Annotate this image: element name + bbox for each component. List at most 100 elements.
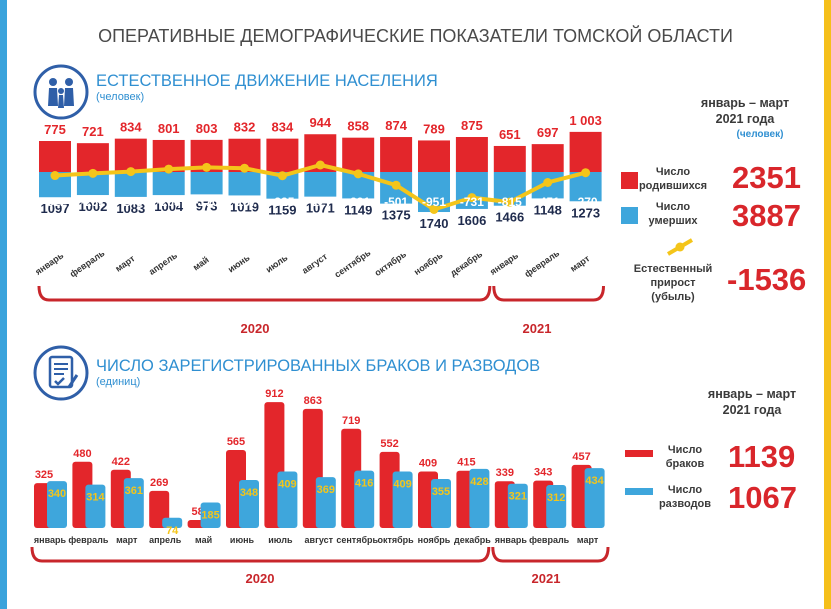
growth-point [353,169,363,179]
divorces-value-label: 348 [240,487,258,499]
deaths-legend-label-2: умерших [648,215,698,227]
births-bar [380,137,413,172]
section2-period-line2: 2021 года [722,403,782,417]
births-value-label: 874 [385,118,407,133]
growth-value-label: -270 [574,195,598,209]
growth-legend-label-1: Естественный [633,263,713,275]
month-tick-label: январь [34,535,67,545]
month-tick-label: апрель [149,535,182,545]
marriages-total: 1139 [728,439,796,474]
deaths-bar [304,172,337,197]
marriages-value-label: 912 [265,388,283,400]
month-tick-label: октябрь [373,249,409,278]
section1-title: ЕСТЕСТВЕННОЕ ДВИЖЕНИЕ НАСЕЛЕНИЯ [96,72,438,90]
growth-value-label: -951 [422,195,446,209]
divorces-value-label: 321 [509,491,527,503]
section2-period-line1: январь – март [707,387,797,401]
deaths-value-label: 1606 [457,213,486,228]
marriages-value-label: 339 [496,467,514,479]
divorces-bar [315,477,336,528]
growth-point [391,180,401,190]
births-total: 2351 [732,160,801,195]
deaths-value-label: 1273 [571,205,600,220]
deaths-value-label: 1159 [268,203,296,218]
divorces-legend-label-2: разводов [658,498,712,510]
divorces-value-label: 340 [48,488,66,500]
deaths-value-label: 1019 [230,199,259,214]
month-tick-label: апрель [147,250,179,277]
divorces-bar [469,468,490,528]
month-tick-label: февраль [529,535,570,545]
divorces-value-label: 409 [393,479,411,491]
growth-point [164,164,174,174]
births-value-label: 944 [309,115,331,130]
deaths-value-label: 1148 [534,202,562,217]
year-2021-label-1: 2021 [523,321,552,336]
births-value-label: 875 [461,118,483,133]
divorces-legend-label-1: Число [667,484,703,496]
marriages-value-label: 415 [457,457,475,469]
births-value-label: 803 [196,121,218,136]
births-value-label: 651 [499,127,521,142]
marriages-value-label: 422 [112,456,130,468]
births-legend-label-2: родившихся [638,180,708,192]
growth-point [467,193,477,203]
growth-value-label: -187 [232,195,256,209]
divorces-bar [354,470,375,528]
deaths-value-label: 1083 [116,201,145,216]
month-tick-label: май [191,255,211,273]
marriages-value-label: 863 [304,395,322,407]
births-bar [418,140,450,172]
births-bar [76,143,109,172]
marriages-value-label: 719 [342,415,360,427]
growth-value-label: -170 [195,195,219,209]
section1-period-line2: 2021 года [715,112,775,126]
deaths-bar [190,172,223,195]
deaths-value-label: 1071 [306,201,335,216]
month-tick-label: март [568,253,592,274]
marriages-legend-swatch [625,450,653,457]
births-bar [342,137,375,172]
births-value-label: 834 [272,120,294,135]
marriages-value-label: 269 [150,477,168,489]
month-tick-label: декабрь [448,249,484,279]
deaths-value-label: 1375 [382,208,411,223]
month-tick-label: ноябрь [412,250,445,277]
births-value-label: 789 [423,121,445,136]
growth-legend-label-2: прирост [650,277,696,289]
marriages-value-label: 457 [572,451,590,463]
marriages-value-label: 409 [419,458,437,470]
divorces-value-label: 355 [432,486,450,498]
divorces-value-label: 74 [166,525,179,537]
growth-point [88,168,98,178]
births-value-label: 834 [120,120,142,135]
month-tick-label: февраль [68,535,109,545]
month-tick-label: август [305,535,334,545]
growth-value-label: -281 [81,195,105,209]
divorces-bar [47,481,67,528]
month-tick-label: июль [268,535,293,545]
deaths-value-label: 1002 [78,199,107,214]
divorces-bar [584,468,605,528]
births-bar [531,144,564,172]
family-icon [33,64,89,120]
year-2020-brace-2 [30,546,491,563]
month-tick-label: июнь [226,252,252,274]
births-bar [39,141,71,172]
section1-period-unit: (человек) [736,129,784,140]
births-bar [493,145,526,172]
divorces-value-label: 434 [585,475,604,487]
births-value-label: 832 [234,120,256,135]
marriages-legend-label-1: Число [667,444,703,456]
births-value-label: 721 [82,124,104,139]
month-tick-label: январь [495,535,528,545]
births-value-label: 858 [347,119,369,134]
marriages-value-label: 480 [73,448,91,460]
births-legend-label-1: Число [655,166,691,178]
page-title: ОПЕРАТИВНЫЕ ДЕМОГРАФИЧЕСКИЕ ПОКАЗАТЕЛИ Т… [98,26,733,46]
month-tick-label: февраль [68,248,107,279]
marriages-value-label: 552 [380,438,398,450]
growth-point [581,168,591,178]
divorces-bar [507,483,528,528]
month-tick-label: июнь [230,535,255,545]
